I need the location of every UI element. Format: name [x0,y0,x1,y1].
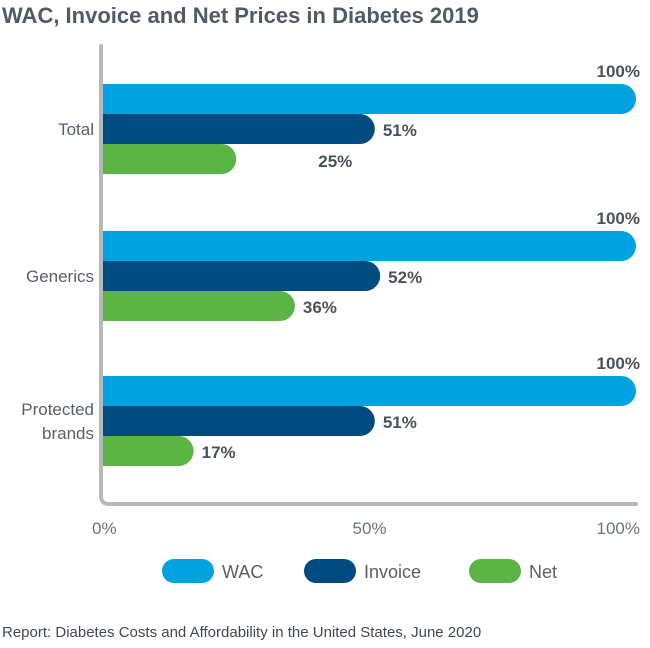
value-label-net-1: 36% [303,298,337,317]
legend-swatch-net [469,559,521,583]
bar-wac-2 [103,376,636,406]
bar-wac-1 [103,231,636,261]
bar-chart: Total Generics Protected brands 100% 100% 100%… [21,44,640,583]
bar-invoice-1 [103,261,381,291]
bar-net-2 [103,436,194,466]
chart-title: WAC, Invoice and Net Prices in Diabetes … [2,3,479,28]
bar-net-0 [103,144,237,174]
bar-wac-0 [103,84,636,114]
x-tick-label-0: 0% [92,519,117,538]
legend-label-invoice: Invoice [364,562,421,582]
x-tick-label-2: 100% [597,519,640,538]
legend-label-wac: WAC [222,562,263,582]
category-label-2: Protected brands [21,400,94,443]
value-label-net-0: 25% [318,152,352,171]
legend-swatch-wac [162,559,214,583]
category-label-line: Protected [21,400,94,419]
category-label-line: Total [58,120,94,139]
value-label-wac-0: 100% [597,62,640,81]
source-note: Report: Diabetes Costs and Affordability… [2,624,482,641]
bar-net-1 [103,291,295,321]
x-tick-label-1: 50% [352,519,386,538]
value-label-invoice-0: 51% [383,121,417,140]
axis-line [99,44,638,506]
category-label-0: Total [58,120,94,139]
category-label-line: brands [42,424,94,443]
category-label-line: Generics [26,267,94,286]
category-label-1: Generics [26,267,94,286]
bar-invoice-2 [103,406,375,436]
value-label-wac-1: 100% [597,209,640,228]
legend-swatch-invoice [304,559,356,583]
value-label-invoice-2: 51% [383,413,417,432]
legend-label-net: Net [529,562,557,582]
bar-invoice-0 [103,114,375,144]
value-label-wac-2: 100% [597,354,640,373]
value-label-net-2: 17% [202,443,236,462]
value-label-invoice-1: 52% [388,268,422,287]
